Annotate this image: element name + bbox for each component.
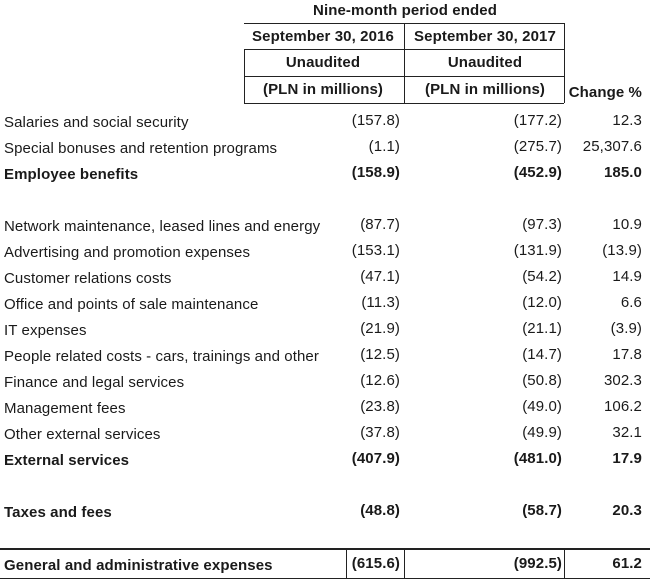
value-2017: (177.2): [513, 112, 562, 129]
row-label: Other external services: [4, 426, 161, 443]
value-2017: (131.9): [513, 242, 562, 259]
change-value: 17.9: [612, 450, 642, 467]
total-label: General and administrative expenses: [4, 557, 273, 574]
value-2016: (158.9): [351, 164, 400, 181]
value-2017: (49.0): [522, 398, 562, 415]
change-value: 6.6: [620, 294, 642, 311]
row-label: Special bonuses and retention programs: [4, 140, 278, 157]
row-label: People related costs - cars, trainings a…: [4, 348, 319, 365]
change-value: 185.0: [603, 164, 642, 181]
value-2017: (97.3): [522, 216, 562, 233]
value-2016: (23.8): [360, 398, 400, 415]
change-value: 61.2: [612, 555, 642, 572]
change-value: 25,307.6: [582, 138, 642, 155]
value-2017: (481.0): [513, 450, 562, 467]
value-2016: (1.1): [368, 138, 400, 155]
change-value: 10.9: [612, 216, 642, 233]
value-2017: (49.9): [522, 424, 562, 441]
value-2016: (47.1): [360, 268, 400, 285]
value-2016: (87.7): [360, 216, 400, 233]
period-title: Nine-month period ended: [313, 2, 497, 19]
row-label: Customer relations costs: [4, 270, 172, 287]
change-value: 14.9: [612, 268, 642, 285]
value-2017: (50.8): [522, 372, 562, 389]
row-label: Finance and legal services: [4, 374, 185, 391]
change-value: 20.3: [612, 502, 642, 519]
change-value: (3.9): [610, 320, 642, 337]
value-2017: (54.2): [522, 268, 562, 285]
value-2017: (21.1): [522, 320, 562, 337]
total-divider: [346, 548, 347, 579]
value-2016: (407.9): [351, 450, 400, 467]
units-2017: (PLN in millions): [424, 81, 546, 98]
value-2017: (275.7): [513, 138, 562, 155]
header-divider: [244, 103, 564, 104]
change-value: 17.8: [612, 346, 642, 363]
value-2016: (153.1): [351, 242, 400, 259]
change-value: 12.3: [612, 112, 642, 129]
value-2016: (615.6): [351, 555, 400, 572]
change-value: 302.3: [603, 372, 642, 389]
row-label: Network maintenance, leased lines and en…: [4, 218, 321, 235]
unaudited-2016: Unaudited: [285, 54, 361, 71]
value-2017: (14.7): [522, 346, 562, 363]
column-divider: [244, 49, 245, 103]
column-header-2016: September 30, 2016: [252, 28, 394, 45]
subtotal-label: Employee benefits: [4, 166, 139, 183]
change-value: (13.9): [602, 242, 642, 259]
value-2016: (48.8): [360, 502, 400, 519]
value-2017: (992.5): [513, 555, 562, 572]
change-value: 106.2: [603, 398, 642, 415]
column-divider: [564, 23, 565, 103]
row-label: Salaries and social security: [4, 114, 189, 131]
value-2017: (58.7): [522, 502, 562, 519]
value-2016: (12.5): [360, 346, 400, 363]
change-header: Change %: [568, 84, 642, 101]
row-label: Advertising and promotion expenses: [4, 244, 251, 261]
total-divider: [404, 548, 405, 579]
value-2016: (37.8): [360, 424, 400, 441]
value-2016: (12.6): [360, 372, 400, 389]
subtotal-label: External services: [4, 452, 130, 469]
subtotal-label: Taxes and fees: [4, 504, 112, 521]
row-label: Office and points of sale maintenance: [4, 296, 259, 313]
unaudited-2017: Unaudited: [447, 54, 523, 71]
row-label: Management fees: [4, 400, 126, 417]
column-header-2017: September 30, 2017: [414, 28, 556, 45]
value-2016: (21.9): [360, 320, 400, 337]
total-top-rule: [0, 548, 650, 550]
value-2016: (11.3): [361, 294, 400, 311]
value-2016: (157.8): [351, 112, 400, 129]
column-divider: [404, 23, 405, 103]
value-2017: (452.9): [513, 164, 562, 181]
value-2017: (12.0): [522, 294, 562, 311]
units-2016: (PLN in millions): [262, 81, 384, 98]
change-value: 32.1: [612, 424, 642, 441]
row-label: IT expenses: [4, 322, 87, 339]
total-bottom-rule: [0, 578, 650, 579]
total-divider: [564, 548, 565, 579]
